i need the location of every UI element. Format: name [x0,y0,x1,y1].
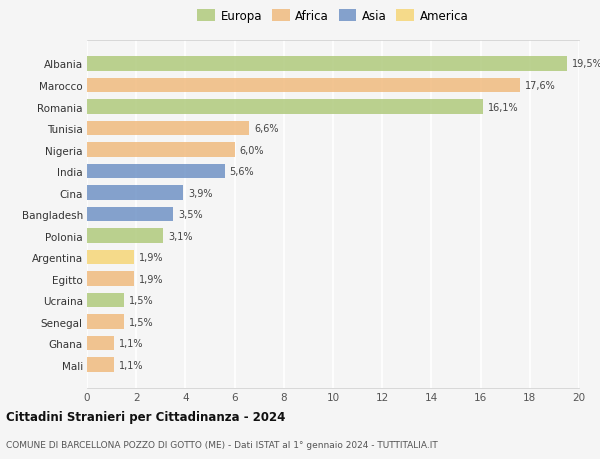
Bar [87,293,124,308]
Text: 6,6%: 6,6% [254,124,279,134]
Bar [87,358,114,372]
Text: 3,1%: 3,1% [168,231,193,241]
Text: 1,5%: 1,5% [129,296,154,305]
Bar [87,186,183,201]
Text: 6,0%: 6,0% [239,145,264,155]
Text: 17,6%: 17,6% [525,81,556,91]
Text: 1,9%: 1,9% [139,274,163,284]
Bar [87,100,483,115]
Text: 1,1%: 1,1% [119,338,143,348]
Text: 19,5%: 19,5% [572,59,600,69]
Bar [87,57,567,72]
Bar [87,272,134,286]
Legend: Europa, Africa, Asia, America: Europa, Africa, Asia, America [195,7,471,25]
Bar [87,250,134,265]
Bar [87,78,520,93]
Bar [87,314,124,329]
Bar [87,122,250,136]
Text: 1,1%: 1,1% [119,360,143,370]
Text: 1,9%: 1,9% [139,252,163,263]
Bar [87,229,163,243]
Bar [87,207,173,222]
Text: 3,9%: 3,9% [188,188,212,198]
Bar [87,164,225,179]
Text: 5,6%: 5,6% [230,167,254,177]
Text: 3,5%: 3,5% [178,210,203,219]
Text: 1,5%: 1,5% [129,317,154,327]
Text: COMUNE DI BARCELLONA POZZO DI GOTTO (ME) - Dati ISTAT al 1° gennaio 2024 - TUTTI: COMUNE DI BARCELLONA POZZO DI GOTTO (ME)… [6,441,438,449]
Bar [87,143,235,157]
Bar [87,336,114,351]
Text: 16,1%: 16,1% [488,102,518,112]
Text: Cittadini Stranieri per Cittadinanza - 2024: Cittadini Stranieri per Cittadinanza - 2… [6,410,286,423]
